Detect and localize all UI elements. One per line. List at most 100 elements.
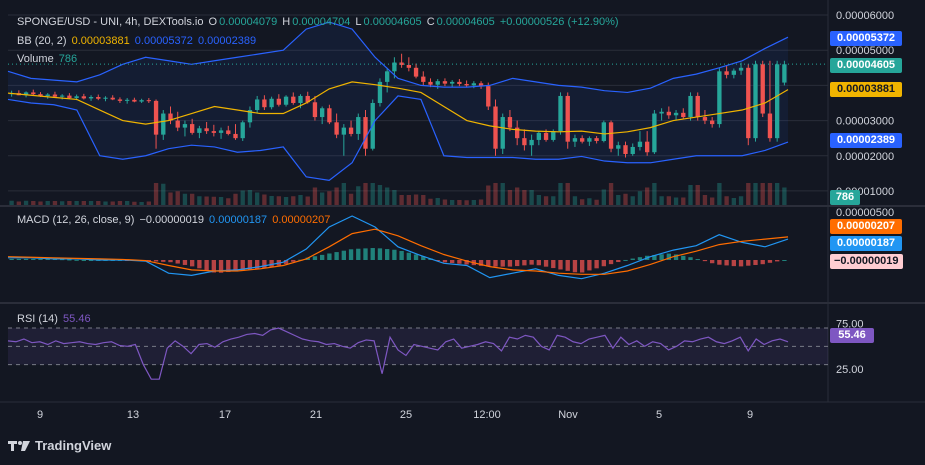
macd-histogram-bar <box>500 260 505 267</box>
volume-legend[interactable]: Volume 786 <box>17 53 79 65</box>
candle-body <box>211 131 216 133</box>
candle-body <box>580 138 585 142</box>
candle-body <box>291 96 296 103</box>
tradingview-branding[interactable]: TradingView <box>8 438 111 453</box>
macd-histogram-bar <box>580 260 585 273</box>
rsi-legend[interactable]: RSI (14) 55.46 <box>17 313 93 325</box>
volume-bar <box>204 196 209 205</box>
time-tick-label: 21 <box>310 409 322 421</box>
candle-body <box>153 100 159 135</box>
candle-body <box>363 117 368 149</box>
macd-legend[interactable]: MACD (12, 26, close, 9) −0.00000019 0.00… <box>17 214 332 226</box>
candle-body <box>565 95 570 142</box>
candle-body <box>341 127 346 135</box>
macd-histogram-bar <box>587 260 592 271</box>
volume-bar <box>255 192 260 205</box>
volume-bar <box>608 183 614 205</box>
time-tick-label: 5 <box>656 409 662 421</box>
macd-histogram-bar <box>161 260 166 262</box>
macd-histogram-bar <box>630 258 635 260</box>
volume-bar <box>146 201 151 205</box>
volume-bar <box>392 190 397 205</box>
candle-body <box>515 127 520 139</box>
candle-body <box>543 132 549 140</box>
volume-bar <box>52 201 58 205</box>
candle-body <box>103 97 108 99</box>
macd-histogram-bar <box>413 254 419 260</box>
close-price-tag: 0.00004605 <box>830 58 902 73</box>
volume-bar <box>348 193 354 205</box>
candle-body <box>522 138 527 146</box>
macd-histogram-bar <box>312 256 318 260</box>
high-value: 0.00004704 <box>292 16 351 28</box>
volume-bar <box>782 187 787 205</box>
bb-lower-line <box>7 95 789 182</box>
volume-bar <box>38 201 43 205</box>
volume-bar <box>182 193 188 205</box>
candle-body <box>255 99 260 111</box>
volume-bar <box>565 183 570 205</box>
volume-bar <box>103 201 108 205</box>
candle-body <box>746 67 751 139</box>
macd-line-value: 0.00000187 <box>209 214 268 226</box>
macd-tick-label: 0.00000500 <box>836 207 894 219</box>
close-value: 0.00004605 <box>436 16 495 28</box>
macd-histogram-bar <box>782 260 787 261</box>
candle-body <box>168 113 173 121</box>
candle-body <box>240 122 245 139</box>
candle-body <box>536 132 541 140</box>
candle-body <box>226 130 231 134</box>
volume-bar <box>269 196 274 205</box>
candle-body <box>406 64 411 68</box>
macd-histogram-bar <box>558 260 563 270</box>
volume-bar <box>645 187 650 205</box>
macd-histogram-bar <box>240 260 245 271</box>
volume-bar <box>746 183 751 205</box>
macd-histogram-bar <box>478 260 484 266</box>
macd-histogram-bar <box>724 260 729 266</box>
symbol-legend[interactable]: SPONGE/USD - UNI, 4h, DEXTools.io O 0.000… <box>17 16 621 28</box>
volume-bar <box>110 201 115 205</box>
footer-bg <box>0 428 925 465</box>
volume-bar <box>312 187 318 205</box>
macd-histogram-bar <box>652 254 657 260</box>
volume-bar <box>507 190 513 205</box>
candle-body <box>558 95 563 132</box>
time-tick-label: Nov <box>558 409 578 421</box>
candle-body <box>753 64 758 139</box>
bollinger-band-fill <box>8 22 788 181</box>
volume-bar <box>125 201 130 205</box>
macd-histogram-bar <box>348 249 354 260</box>
macd-histogram-bar <box>536 260 541 266</box>
macd-histogram-bar <box>233 260 238 272</box>
volume-bar <box>247 190 253 205</box>
candle-body <box>60 95 65 97</box>
candle-body <box>74 96 79 99</box>
macd-histogram-bar <box>601 260 606 267</box>
macd-histogram-bar <box>255 260 260 270</box>
macd-histogram-bar <box>88 260 94 261</box>
macd-histogram-bar <box>435 260 440 261</box>
macd-histogram-bar <box>262 260 267 269</box>
macd-hist-tag: −0.00000019 <box>830 254 903 269</box>
macd-histogram-bar <box>486 260 491 267</box>
candle-body <box>616 145 621 149</box>
bb-legend[interactable]: BB (20, 2) 0.00003881 0.00005372 0.00002… <box>17 35 258 47</box>
volume-bar <box>587 198 592 205</box>
candle-body <box>67 95 72 99</box>
volume-bar <box>710 197 715 205</box>
candle-body <box>493 106 498 149</box>
volume-bar <box>471 200 476 205</box>
volume-bar <box>623 193 628 205</box>
macd-histogram-bar <box>507 260 513 267</box>
candlestick-series <box>9 53 787 158</box>
macd-histogram-bar <box>457 260 462 264</box>
macd-histogram-bar <box>153 260 159 262</box>
candle-body <box>645 141 650 153</box>
volume-bar <box>652 183 657 205</box>
volume-bar <box>493 183 498 205</box>
volume-bar <box>731 198 736 205</box>
volume-bar <box>153 183 159 205</box>
volume-bar <box>168 192 173 205</box>
volume-bar <box>60 201 65 205</box>
